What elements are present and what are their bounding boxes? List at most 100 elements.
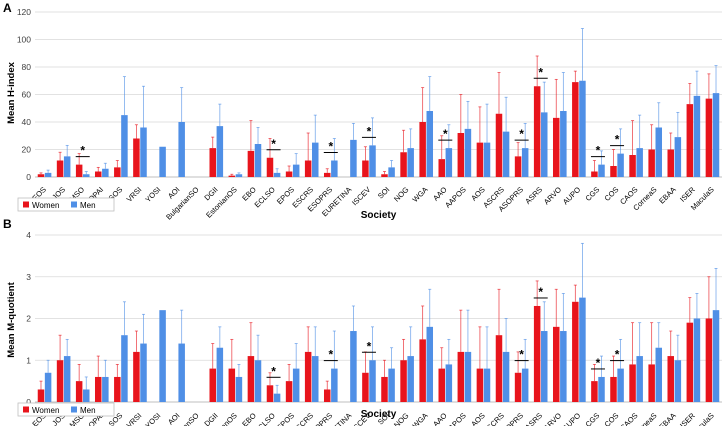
x-tick-label: SOI xyxy=(376,185,392,201)
bar-women-AUPO xyxy=(572,82,579,177)
bar-men-SOS xyxy=(121,335,128,402)
bar-men-JOS xyxy=(63,156,71,177)
bar-men-EstonianOS xyxy=(235,174,243,177)
bar-men-JOS xyxy=(63,356,71,402)
x-tick-label: WGA xyxy=(411,411,430,426)
x-tick-label: AOI xyxy=(166,411,182,426)
bar-men-ISER xyxy=(693,318,701,402)
bar-women-ISER xyxy=(686,322,694,402)
bar-women-ASCRS xyxy=(495,113,503,177)
bar-women-AAPOS xyxy=(457,351,465,402)
significance-marker: * xyxy=(519,348,524,362)
bar-men-ESOPRS xyxy=(331,160,338,177)
bar-men-ECLSO xyxy=(273,393,281,402)
bar-women-EstonianOS xyxy=(228,368,236,402)
x-tick-label: ISCEV xyxy=(350,185,372,207)
bar-men-MSO xyxy=(83,389,90,402)
bar-men-CorneaS xyxy=(655,127,663,177)
bar-men-YOSI xyxy=(159,310,166,402)
y-tick-label: 1 xyxy=(26,355,31,365)
bar-men-CorneaS xyxy=(655,347,663,402)
bar-men-COS xyxy=(617,368,624,402)
bar-men-AAPOS xyxy=(464,128,472,177)
bar-women-ISCEV xyxy=(362,372,369,402)
bar-women-JOS xyxy=(56,360,64,402)
x-tick-label: COS xyxy=(603,411,621,426)
bar-men-EOS xyxy=(44,372,52,402)
x-tick-label: ARVO xyxy=(542,185,563,206)
x-tick-label: CGS xyxy=(584,185,602,203)
bar-men-OPAI xyxy=(102,376,109,402)
legend-swatch-women xyxy=(23,201,29,208)
x-tick-label: ISER xyxy=(678,411,697,426)
bar-men-EOS xyxy=(44,172,52,177)
bar-women-EBO xyxy=(247,356,255,402)
bar-women-AAPOS xyxy=(457,133,465,177)
bar-women-EBAA xyxy=(667,149,674,177)
bar-men-CGS xyxy=(598,376,605,402)
significance-marker: * xyxy=(367,339,372,353)
bar-men-NOG xyxy=(407,356,414,402)
significance-marker: * xyxy=(328,348,333,362)
bar-men-EURETINA xyxy=(350,331,357,402)
x-tick-label: EBAA xyxy=(657,185,678,206)
bar-men-ASOPRS xyxy=(521,148,529,177)
significance-marker: * xyxy=(367,124,372,138)
significance-marker: * xyxy=(615,133,620,147)
bar-men-AOS xyxy=(483,142,491,177)
legend-swatch-men xyxy=(71,201,77,208)
bar-men-NOG xyxy=(407,148,414,177)
bar-women-ARVO xyxy=(552,326,560,402)
x-tick-label: YOSI xyxy=(143,411,162,426)
legend-swatch-women xyxy=(23,406,29,413)
bar-women-MSO xyxy=(75,381,83,402)
bar-men-MSO xyxy=(83,174,90,177)
bar-women-CAOS xyxy=(629,155,636,177)
bar-men-AOI xyxy=(178,122,185,177)
legend-swatch-men xyxy=(71,406,77,413)
bar-women-NOG xyxy=(400,152,407,177)
x-tick-label: VRSI xyxy=(125,185,144,204)
significance-marker: * xyxy=(271,137,276,151)
y-tick-label: 100 xyxy=(17,35,31,45)
bar-men-CAOS xyxy=(636,356,643,402)
bar-women-EPOS xyxy=(285,381,293,402)
bar-men-ARVO xyxy=(560,111,567,177)
x-tick-label: CGS xyxy=(584,411,602,426)
bar-women-ESCRS xyxy=(304,160,312,177)
y-tick-label: 40 xyxy=(22,117,32,127)
bar-women-SOI xyxy=(381,174,388,177)
bar-men-AOI xyxy=(178,343,185,402)
bar-women-EBAA xyxy=(667,356,674,402)
x-tick-label: NOG xyxy=(392,185,411,204)
bar-men-ECLSO xyxy=(273,172,281,177)
legend-label-women: Women xyxy=(32,406,59,415)
significance-marker: * xyxy=(538,285,543,299)
y-axis-title: Mean H-index xyxy=(6,61,17,123)
bar-women-ESOPRS xyxy=(323,389,331,402)
bar-men-AUPO xyxy=(579,297,586,402)
bar-men-ASCRS xyxy=(502,131,510,177)
bar-women-ASRS xyxy=(533,305,541,402)
bar-women-AAO xyxy=(438,368,445,402)
y-tick-label: 120 xyxy=(17,7,31,17)
x-axis-title: Society xyxy=(361,210,397,221)
bar-men-SOS xyxy=(121,115,128,177)
bar-women-CGS xyxy=(591,171,598,177)
x-tick-label: AOI xyxy=(166,185,182,201)
bar-men-EBO xyxy=(254,144,262,177)
bar-women-AOS xyxy=(476,142,484,177)
legend-box xyxy=(17,402,115,417)
bar-women-ASRS xyxy=(533,86,541,177)
bar-women-OPAI xyxy=(94,376,102,402)
bar-women-NOG xyxy=(400,360,407,402)
bar-men-AAO xyxy=(445,148,453,177)
significance-marker: * xyxy=(80,144,85,158)
x-tick-label: AUPO xyxy=(561,411,583,426)
significance-marker: * xyxy=(328,140,333,154)
legend-label-men: Men xyxy=(80,406,96,415)
bar-men-AOS xyxy=(483,368,491,402)
bar-men-DGII xyxy=(216,126,224,177)
significance-marker: * xyxy=(519,127,524,141)
